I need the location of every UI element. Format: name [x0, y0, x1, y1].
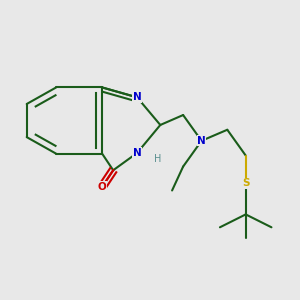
- Text: N: N: [197, 136, 206, 146]
- Text: S: S: [242, 178, 249, 188]
- Text: N: N: [133, 92, 142, 102]
- Text: H: H: [154, 154, 161, 164]
- Text: N: N: [133, 148, 142, 158]
- Text: O: O: [98, 182, 106, 192]
